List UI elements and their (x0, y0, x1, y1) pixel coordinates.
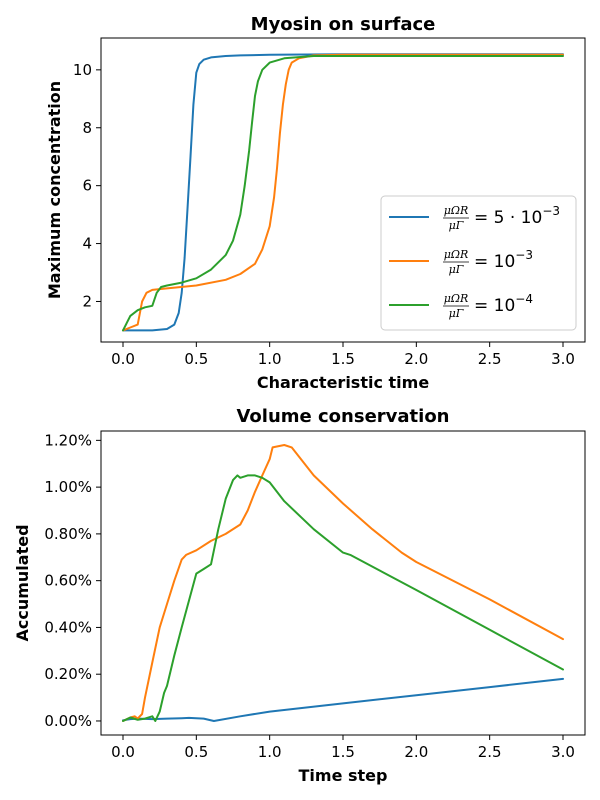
volume-chart: Volume conservation 0.0 0.5 1.0 1.5 2.0 2.5 3.0… (13, 406, 586, 785)
legend-frame (380, 195, 577, 331)
series-line-1 (122, 53, 564, 332)
legend-equation-exponent: −4 (515, 292, 533, 306)
y-tick-label: 1.00% (44, 478, 92, 496)
legend-equation-base: = 5 · 10 (474, 208, 542, 228)
x-tick-label: 0.0 (111, 743, 135, 761)
x-axis-label: Characteristic time (257, 373, 429, 392)
series-line-1 (122, 677, 564, 722)
legend-frac-denominator: μΓ (449, 307, 464, 320)
x-tick-label: 3.0 (551, 743, 575, 761)
legend-frac-denominator: μΓ (449, 219, 464, 232)
x-tick-label: 0.0 (111, 350, 135, 368)
x-tick-label: 2.5 (478, 350, 502, 368)
chart-title: Myosin on surface (251, 14, 436, 35)
chart-title: Volume conservation (236, 406, 449, 427)
y-tick-label: 0.60% (44, 572, 92, 590)
legend-equation-base: = 10 (474, 252, 515, 272)
legend-equation-exponent: −3 (542, 204, 560, 218)
legend-frac-numerator: μΩR (444, 248, 469, 261)
legend-equation: = 10−3 (474, 248, 533, 272)
legend-frac-denominator: μΓ (449, 263, 464, 276)
y-tick-label: 2 (82, 292, 92, 310)
legend-item: μΩR μΓ = 5 · 10−3 (389, 204, 560, 232)
legend-equation-base: = 10 (474, 296, 515, 316)
y-axis-label: Accumulated (13, 524, 32, 641)
legend-item: μΩR μΓ = 10−4 (389, 292, 533, 320)
legend-frac-numerator: μΩR (444, 292, 469, 305)
legend-equation: = 5 · 10−3 (474, 204, 560, 228)
x-tick-label: 1.5 (331, 350, 355, 368)
x-tick-label: 2.5 (478, 743, 502, 761)
series-line-2 (122, 53, 564, 332)
x-tick-label: 1.5 (331, 743, 355, 761)
series-line-3 (122, 55, 564, 332)
y-tick-label: 0.00% (44, 712, 92, 730)
x-axis-label: Time step (299, 766, 388, 785)
x-tick-label: 0.5 (184, 743, 208, 761)
x-tick-label: 1.0 (258, 350, 282, 368)
y-tick-label: 0.20% (44, 665, 92, 683)
y-tick-label: 0.80% (44, 525, 92, 543)
y-tick-label: 8 (82, 119, 92, 137)
series-line-2 (122, 444, 564, 722)
y-tick-label: 1.20% (44, 431, 92, 449)
x-tick-label: 3.0 (551, 350, 575, 368)
x-tick-label: 2.0 (404, 350, 428, 368)
y-tick-label: 10 (73, 61, 92, 79)
series-line-3 (122, 474, 564, 722)
legend-equation-exponent: −3 (515, 248, 533, 262)
y-tick-label: 0.40% (44, 618, 92, 636)
x-tick-label: 2.0 (404, 743, 428, 761)
y-tick-label: 6 (82, 177, 92, 195)
x-tick-label: 1.0 (258, 743, 282, 761)
legend-frac-numerator: μΩR (444, 204, 469, 217)
x-tick-label: 0.5 (184, 350, 208, 368)
legend-item: μΩR μΓ = 10−3 (389, 248, 533, 276)
myosin-chart: Myosin on surface 0.0 0.5 1.0 1.5 2.0 2.5 3.0 2 4… (45, 14, 586, 392)
legend-equation: = 10−4 (474, 292, 533, 316)
y-axis-label: Maximum concentration (45, 81, 64, 299)
y-tick-label: 4 (82, 235, 92, 253)
